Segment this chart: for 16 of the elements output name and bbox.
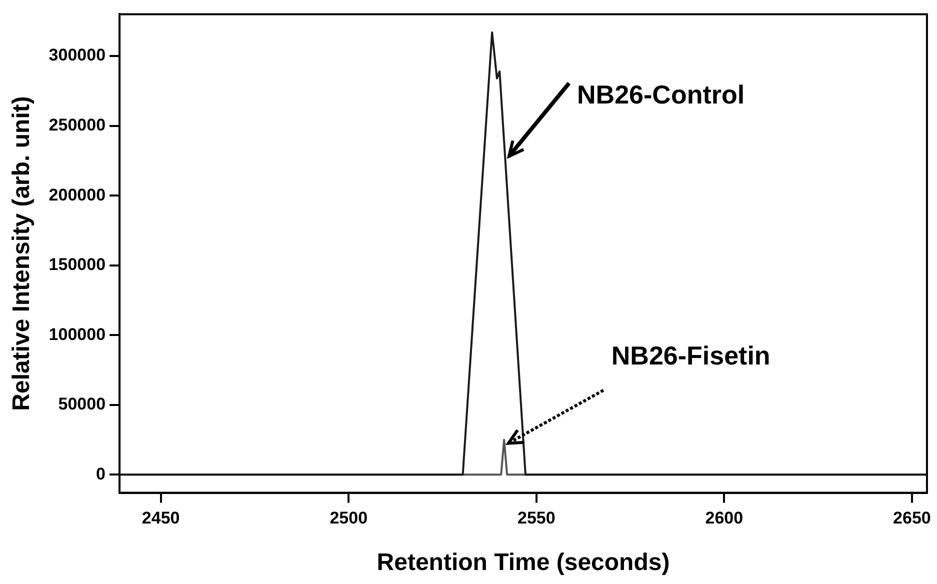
y-tick-label: 100000 bbox=[48, 324, 106, 344]
x-tick-label: 2550 bbox=[517, 508, 556, 528]
text: NB26-Fisetin bbox=[611, 340, 770, 370]
y-tick-label: 200000 bbox=[48, 185, 106, 204]
y-axis-title: Relative Intensity (arb. unit) bbox=[8, 96, 36, 411]
x-axis-title: Retention Time (seconds) bbox=[376, 549, 670, 576]
y-tick-label: 300000 bbox=[48, 46, 106, 65]
x-tick-label: 2500 bbox=[330, 508, 368, 528]
text: NB26-Control bbox=[577, 79, 745, 110]
y-tick-label: 50000 bbox=[58, 394, 106, 414]
x-tick-label: 2450 bbox=[142, 508, 180, 528]
x-tick-label: 2650 bbox=[893, 508, 931, 528]
x-tick-label: 2600 bbox=[705, 508, 744, 528]
y-tick-label: 0 bbox=[96, 464, 106, 484]
y-tick-label: 150000 bbox=[48, 255, 106, 274]
y-tick-label: 250000 bbox=[48, 116, 106, 135]
